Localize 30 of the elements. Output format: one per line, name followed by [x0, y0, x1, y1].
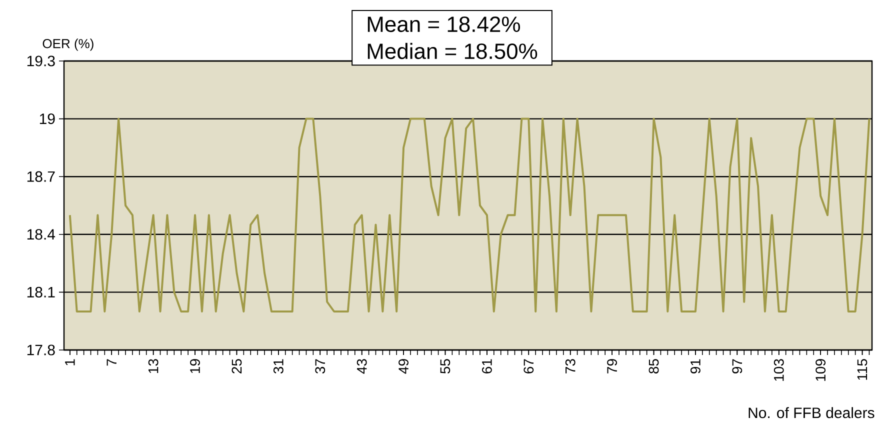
y-tick-label: 17.8	[27, 344, 55, 356]
x-tick-label: 85	[648, 359, 659, 374]
x-tick-label: 103	[774, 359, 784, 381]
y-tick-label: 19	[40, 113, 55, 124]
x-tick-label: 79	[607, 359, 618, 374]
text: Mean = 18.42%	[368, 16, 520, 32]
x-axis-title: No. of FFB dealers	[748, 407, 874, 418]
text: Median = 18.50%	[368, 42, 538, 60]
x-tick-label: 49	[398, 359, 409, 374]
x-tick-label: 97	[732, 359, 742, 374]
x-tick-label: 37	[315, 359, 326, 374]
x-tick-label: 109	[816, 359, 826, 381]
x-tick-label: 13	[148, 359, 158, 374]
y-tick-label: 18.1	[27, 286, 55, 298]
x-tick-label: 31	[273, 359, 284, 374]
x-tick-label: 55	[440, 359, 450, 374]
x-tick-label: 61	[482, 359, 492, 374]
x-tick-label: 73	[565, 359, 576, 374]
x-tick-label: 43	[356, 359, 367, 374]
x-tick-label: 25	[232, 359, 242, 374]
y-tick-label: 19.3	[27, 56, 55, 66]
y-tick-label: 18.7	[27, 171, 55, 182]
x-tick-label: 91	[690, 359, 700, 374]
x-tick-label: 1	[65, 359, 75, 366]
x-tick-label: 7	[106, 359, 116, 366]
y-axis-title: OER (%)	[42, 38, 94, 51]
x-tick-label: 67	[524, 359, 534, 374]
x-tick-label: 19	[190, 359, 200, 374]
x-tick-label: 115	[857, 359, 868, 380]
y-tick-label: 18.4	[27, 229, 56, 240]
